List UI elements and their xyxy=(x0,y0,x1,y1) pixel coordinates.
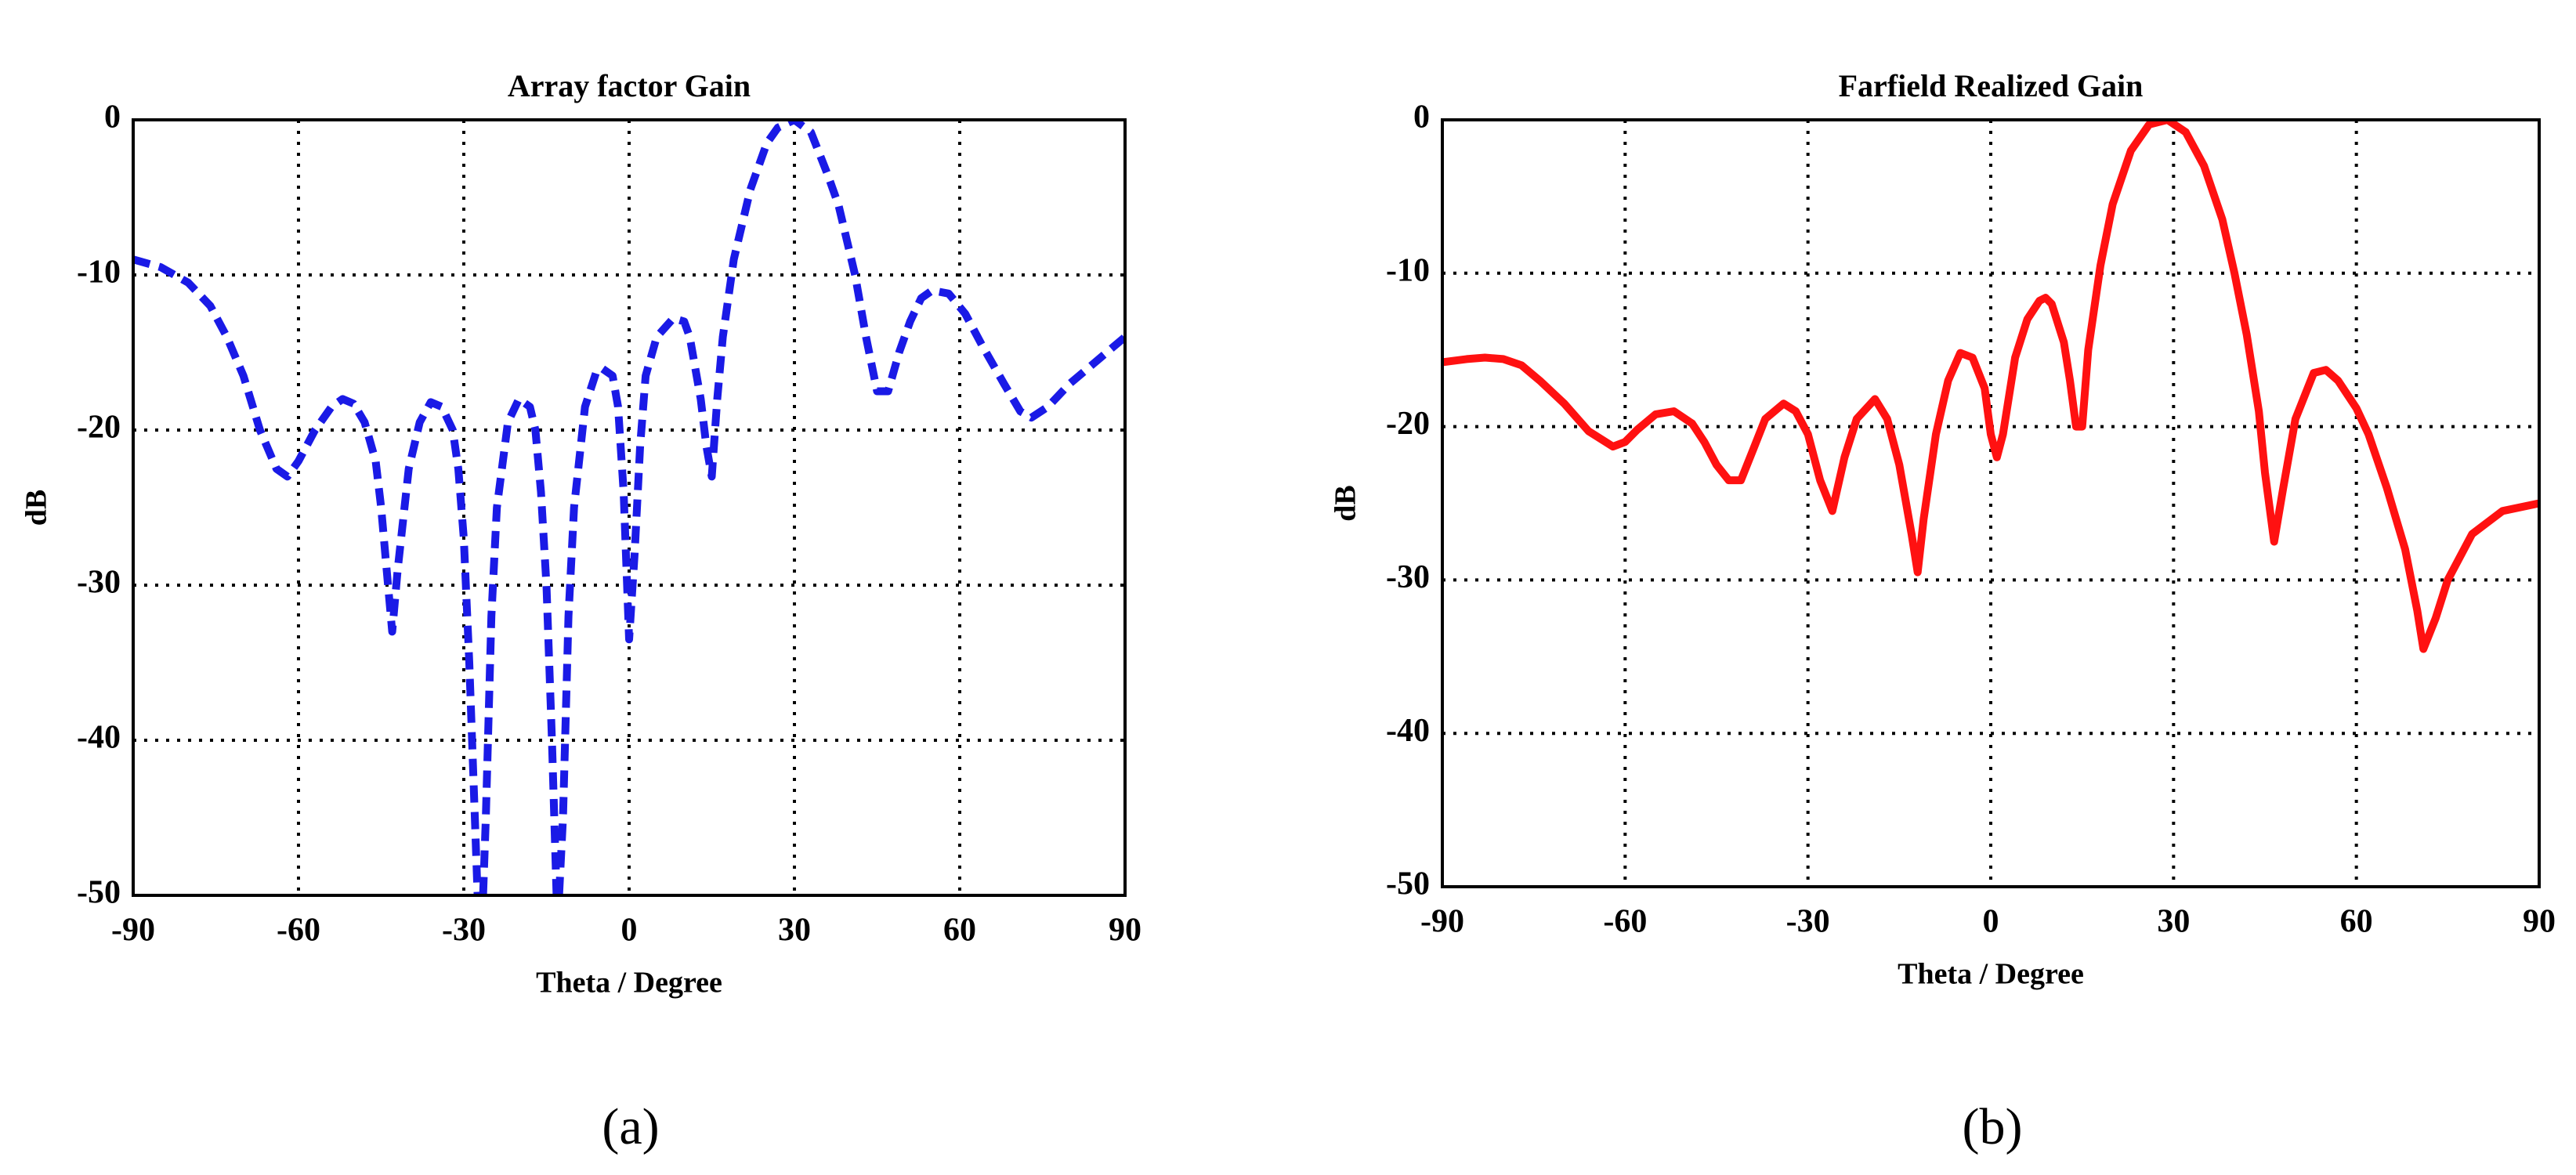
x-tick-label: 30 xyxy=(2157,904,2190,940)
y-tick-label: -30 xyxy=(77,565,121,601)
caption: (a) xyxy=(602,1098,659,1155)
y-axis-label: dB xyxy=(20,490,53,526)
y-tick-label: -20 xyxy=(77,410,121,446)
x-tick-label: 0 xyxy=(1983,904,1999,940)
x-tick-label: -90 xyxy=(1420,904,1464,940)
chart: -90 -60 -30 0 30 60 90 -50 -40 -30 -20 -10 0 Array fa… xyxy=(20,68,1141,1155)
x-tick-label: 90 xyxy=(1109,913,1141,949)
plot-frame xyxy=(1441,118,2541,888)
chart: -90 -60 -30 0 30 60 90 -50 -40 -30 -20 -10 0 Farfield… xyxy=(1330,68,2556,1155)
x-tick-label: -90 xyxy=(111,913,155,949)
x-tick-label: -30 xyxy=(1786,904,1830,940)
y-tick-label: -50 xyxy=(77,875,121,911)
data-line xyxy=(133,120,1125,895)
y-tick-label: -50 xyxy=(1386,866,1430,902)
chart-title: Farfield Realized Gain xyxy=(1839,68,2144,103)
plot-frame xyxy=(132,118,1127,897)
y-tick-label: -40 xyxy=(1386,713,1430,749)
y-tick-label: 0 xyxy=(104,99,121,136)
y-tick-label: -30 xyxy=(1386,559,1430,595)
x-tick-label: 30 xyxy=(778,913,811,949)
chart-title: Array factor Gain xyxy=(508,68,751,103)
caption: (b) xyxy=(1963,1098,2023,1155)
data-line xyxy=(1442,120,2539,653)
y-tick-label: -10 xyxy=(1386,252,1430,288)
y-tick-label: -40 xyxy=(77,720,121,756)
x-tick-label: 90 xyxy=(2523,904,2556,940)
y-tick-label: 0 xyxy=(1413,99,1430,136)
x-axis-label: Theta / Degree xyxy=(1898,958,2084,991)
x-tick-label: -60 xyxy=(277,913,320,949)
y-tick-label: -20 xyxy=(1386,406,1430,442)
x-tick-label: -60 xyxy=(1603,904,1647,940)
y-axis-label: dB xyxy=(1330,485,1362,521)
x-tick-label: -30 xyxy=(442,913,486,949)
x-tick-label: 60 xyxy=(943,913,976,949)
x-tick-label: 0 xyxy=(621,913,638,949)
y-tick-label: -10 xyxy=(77,255,121,291)
x-tick-label: 60 xyxy=(2340,904,2373,940)
x-axis-label: Theta / Degree xyxy=(536,967,722,1000)
